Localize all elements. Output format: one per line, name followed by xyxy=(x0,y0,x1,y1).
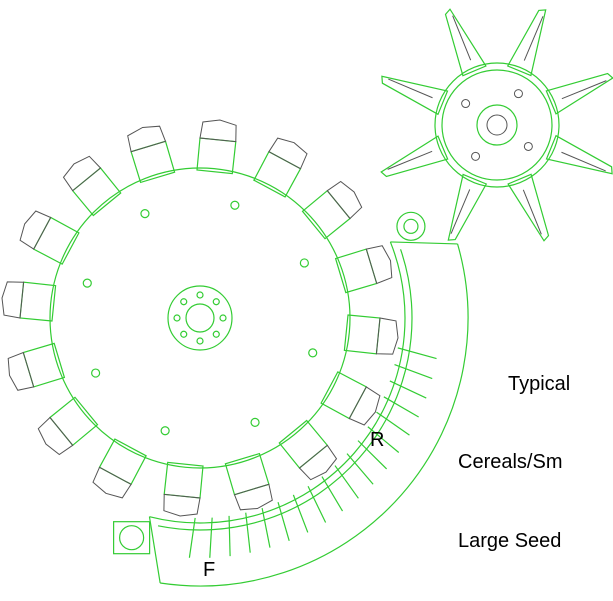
gear-tooth xyxy=(73,168,121,216)
tine xyxy=(395,365,433,379)
tine xyxy=(262,508,270,547)
wheel-bolt xyxy=(524,142,532,150)
page: R F Typical Cereals/Sm Large Seed (() =>… xyxy=(0,0,613,601)
tooth-cap xyxy=(164,494,200,516)
tooth-cap xyxy=(38,418,72,455)
hub-hole xyxy=(213,331,219,337)
gear-tooth xyxy=(100,439,147,484)
pivot-inner xyxy=(404,219,418,233)
gear-tooth xyxy=(34,218,79,265)
wheel-body xyxy=(435,63,559,187)
wheel-bolt xyxy=(514,90,522,98)
tooth-cap xyxy=(366,246,392,284)
wheel-hub-inner xyxy=(487,115,507,135)
tooth-cap xyxy=(327,182,361,219)
tooth-cap xyxy=(235,484,273,510)
gear-tooth xyxy=(279,421,327,469)
tine xyxy=(390,381,426,398)
tooth-cap xyxy=(349,387,380,425)
hub-hole xyxy=(197,338,203,344)
front-pivot xyxy=(120,526,144,550)
settings-row: Cereals/Sm xyxy=(458,451,562,473)
tooth-cap xyxy=(376,318,398,354)
hub-hole xyxy=(174,315,180,321)
gear-body xyxy=(50,168,350,468)
tooth-cap xyxy=(269,138,307,169)
plate-inner xyxy=(149,242,405,523)
bolt-hole xyxy=(231,201,239,209)
tine xyxy=(293,495,307,533)
tine xyxy=(210,518,212,558)
tooth-cap xyxy=(2,282,24,318)
tooth-cap xyxy=(93,467,131,498)
bolt-hole xyxy=(300,259,308,267)
tine xyxy=(347,454,373,485)
hub-hole xyxy=(220,315,226,321)
wheel-arm-detail xyxy=(451,189,470,233)
bolt-hole xyxy=(309,349,317,357)
bolt-hole xyxy=(161,427,169,435)
plate-end xyxy=(390,242,457,244)
tooth-cap xyxy=(128,126,166,152)
plate-inner-2 xyxy=(158,249,412,530)
tine xyxy=(278,502,289,541)
tine xyxy=(322,477,343,512)
wheel-ring xyxy=(442,70,552,180)
gear-hub-inner xyxy=(186,304,214,332)
mechanism-drawing xyxy=(2,9,613,586)
settings-heading: Typical xyxy=(508,373,570,395)
bolt-hole xyxy=(92,369,100,377)
gear-tooth xyxy=(321,372,366,419)
pivot xyxy=(397,212,425,240)
plate-end xyxy=(149,517,160,583)
tooth-cap xyxy=(20,211,51,249)
wheel-bolt xyxy=(472,152,480,160)
seed-meter-diagram: R F Typical Cereals/Sm Large Seed xyxy=(0,0,613,601)
gear-tooth xyxy=(303,191,351,239)
wheel-bolt xyxy=(462,100,470,108)
wheel-arm-detail xyxy=(524,16,543,60)
bolt-hole xyxy=(251,418,259,426)
bolt-hole xyxy=(141,210,149,218)
rear-label: R xyxy=(370,429,384,451)
gear-hub xyxy=(168,286,232,350)
hub-hole xyxy=(197,292,203,298)
bolt-hole xyxy=(83,279,91,287)
wheel-arm-detail xyxy=(388,79,432,98)
wheel-hub xyxy=(477,105,517,145)
tine xyxy=(308,486,326,522)
settings-row: Large Seed xyxy=(458,530,561,552)
tooth-cap xyxy=(300,445,337,479)
tine xyxy=(189,518,195,558)
tine xyxy=(229,516,230,556)
front-label: F xyxy=(203,559,215,581)
tine xyxy=(246,513,250,553)
hub-hole xyxy=(181,299,187,305)
hub-hole xyxy=(213,299,219,305)
gear-tooth xyxy=(254,152,301,197)
gear-tooth xyxy=(50,397,98,445)
wheel-arm-detail xyxy=(561,152,605,171)
tooth-cap xyxy=(8,353,34,391)
tine xyxy=(398,348,437,359)
tooth-cap xyxy=(64,156,101,190)
tooth-cap xyxy=(200,120,236,142)
hub-hole xyxy=(181,331,187,337)
